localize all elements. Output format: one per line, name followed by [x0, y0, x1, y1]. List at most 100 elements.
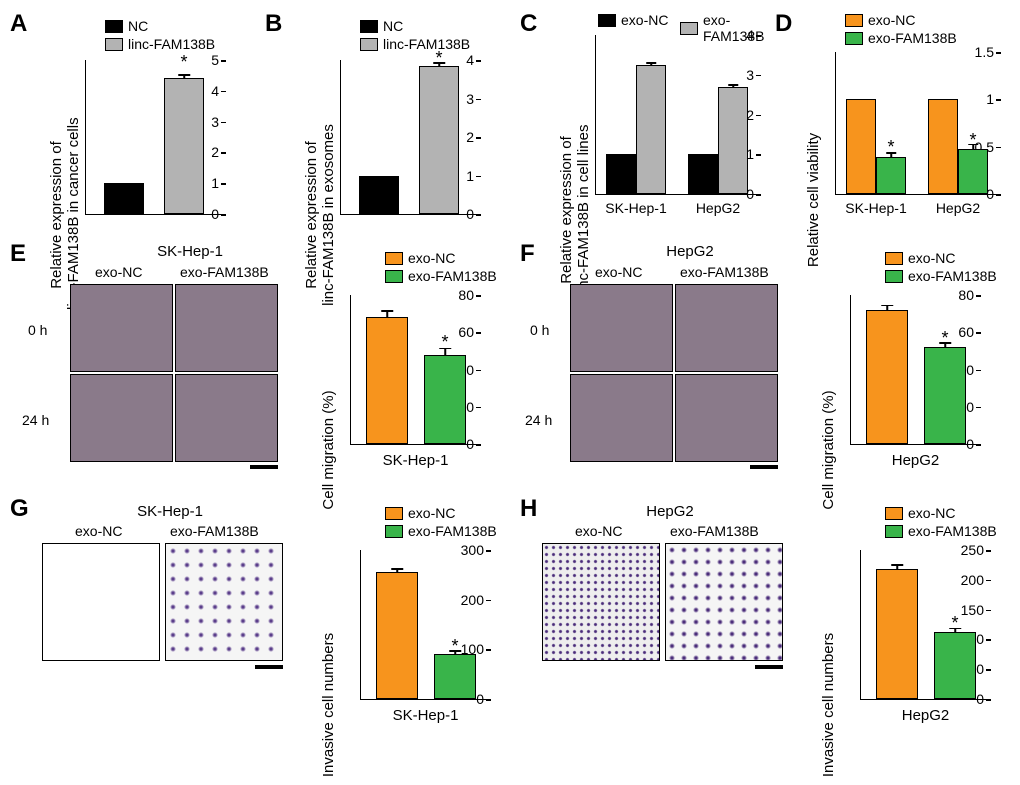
legend-b: NC linc-FAM138B: [360, 18, 470, 54]
plot-area-h: 0 50 100 150 200 250 * HepG2: [860, 550, 990, 700]
row-label: 24 h: [525, 412, 552, 428]
bar-fam: [934, 632, 976, 699]
bar-nc: [928, 99, 958, 194]
scale-bar: [255, 665, 283, 669]
plot-area-f: 0 20 40 60 80 * HepG2: [850, 295, 980, 445]
scratch-image: [675, 284, 778, 372]
legend-label: exo-NC: [908, 505, 955, 521]
invasion-image: [42, 543, 160, 661]
x-label: HepG2: [892, 444, 940, 469]
x-label: HepG2: [902, 699, 950, 724]
panel-letter: D: [775, 10, 792, 38]
plot-area-g: 0 100 200 300 * SK-Hep-1: [360, 550, 490, 700]
col-label: exo-FAM138B: [170, 523, 259, 539]
x-cat: SK-Hep-1: [845, 194, 906, 216]
sig-star: *: [435, 48, 442, 69]
legend-label: NC: [383, 18, 403, 34]
bar-nc: [866, 310, 908, 444]
x-cat: HepG2: [696, 194, 740, 216]
plot-area-d: 0 0.5 1 1.5 * * SK-Hep-1 HepG2: [835, 52, 1000, 195]
legend-label: exo-FAM138B: [908, 523, 997, 539]
panel-title: SK-Hep-1: [110, 503, 230, 520]
sig-star: *: [887, 137, 894, 158]
legend-f: exo-NC exo-FAM138B: [885, 250, 997, 286]
legend-label: exo-FAM138B: [408, 523, 497, 539]
plot-area-e: 0 20 40 60 80 * SK-Hep-1: [350, 295, 480, 445]
legend-label: exo-NC: [408, 505, 455, 521]
legend-label: linc-FAM138B: [383, 36, 470, 52]
scratch-image: [570, 374, 673, 462]
col-label: exo-NC: [575, 523, 622, 539]
scale-bar: [750, 465, 778, 469]
legend-c: exo-NC: [598, 12, 668, 30]
bar-nc: [688, 154, 718, 194]
panel-letter: F: [520, 240, 535, 268]
plot-area-c: 0 1 2 3 4 SK-Hep-1 HepG2: [595, 35, 760, 195]
panel-letter: G: [10, 495, 29, 523]
bar-fam: [424, 355, 466, 444]
legend-label: NC: [128, 18, 148, 34]
panel-title: HepG2: [630, 243, 750, 260]
row-label: 0 h: [530, 322, 549, 338]
scratch-image: [70, 374, 173, 462]
bar-fam: [164, 78, 204, 214]
bar-nc: [846, 99, 876, 194]
panel-letter: B: [265, 10, 282, 38]
legend-a: NC linc-FAM138B: [105, 18, 215, 54]
scratch-image: [175, 284, 278, 372]
panel-letter: H: [520, 495, 537, 523]
plot-area-b: 0 1 2 3 4 *: [340, 60, 480, 215]
legend-h: exo-NC exo-FAM138B: [885, 505, 997, 541]
panel-letter: C: [520, 10, 537, 38]
scale-bar: [250, 465, 278, 469]
legend-label: exo-NC: [621, 12, 668, 28]
bar-fam: [419, 66, 459, 214]
bar-nc: [376, 572, 418, 699]
scratch-image: [570, 284, 673, 372]
scratch-image: [175, 374, 278, 462]
legend-label: exo-NC: [408, 250, 455, 266]
bar-fam: [876, 157, 906, 194]
sig-star: *: [941, 328, 948, 349]
x-label: SK-Hep-1: [393, 699, 459, 724]
panel-letter: E: [10, 240, 26, 268]
scale-bar: [755, 665, 783, 669]
sig-star: *: [951, 613, 958, 634]
col-label: exo-NC: [595, 264, 642, 280]
invasion-image: [665, 543, 783, 661]
legend-label: exo-NC: [908, 250, 955, 266]
row-label: 0 h: [28, 322, 47, 338]
legend-label: exo-NC: [868, 12, 915, 28]
panel-title: SK-Hep-1: [130, 243, 250, 260]
legend-label: exo-FAM138B: [908, 268, 997, 284]
bar-nc: [606, 154, 636, 194]
plot-area-a: 0 1 2 3 4 5 *: [85, 60, 225, 215]
bar-fam: [924, 347, 966, 444]
x-cat: SK-Hep-1: [605, 194, 666, 216]
col-label: exo-FAM138B: [670, 523, 759, 539]
bar-nc: [359, 176, 399, 215]
legend-g: exo-NC exo-FAM138B: [385, 505, 497, 541]
col-label: exo-NC: [95, 264, 142, 280]
invasion-image: [165, 543, 283, 661]
legend-label: exo-FAM138B: [408, 268, 497, 284]
bar-fam: [958, 149, 988, 194]
scratch-image: [675, 374, 778, 462]
sig-star: *: [451, 636, 458, 657]
bar-nc: [104, 183, 144, 214]
x-label: SK-Hep-1: [383, 444, 449, 469]
legend-label: linc-FAM138B: [128, 36, 215, 52]
panel-letter: A: [10, 10, 27, 38]
sig-star: *: [969, 130, 976, 151]
bar-fam: [434, 654, 476, 699]
y-axis-label: Invasive cell numbers: [320, 625, 337, 785]
y-axis-label: Invasive cell numbers: [820, 625, 837, 785]
bar-nc: [366, 317, 408, 444]
legend-e: exo-NC exo-FAM138B: [385, 250, 497, 286]
x-cat: HepG2: [936, 194, 980, 216]
scratch-image: [70, 284, 173, 372]
row-label: 24 h: [22, 412, 49, 428]
col-label: exo-NC: [75, 523, 122, 539]
panel-title: HepG2: [610, 503, 730, 520]
sig-star: *: [441, 332, 448, 353]
